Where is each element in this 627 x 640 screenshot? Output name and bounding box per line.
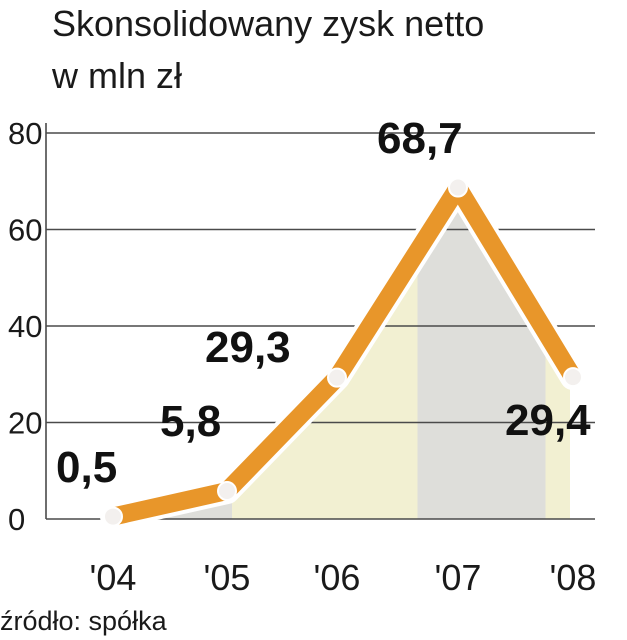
y-tick-0: 0 (8, 502, 25, 537)
x-label-06: '06 (314, 557, 361, 598)
marker-04 (103, 506, 123, 527)
chart-title-line2: w mln zł (51, 55, 182, 96)
data-markers (103, 177, 583, 527)
marker-07 (448, 177, 468, 198)
data-labels: 0,5 5,8 29,3 68,7 29,4 (56, 114, 591, 492)
source-note: źródło: spółka (0, 606, 168, 636)
y-tick-40: 40 (8, 309, 42, 344)
x-label-07: '07 (435, 557, 482, 598)
y-tick-60: 60 (8, 213, 42, 248)
data-label-06: 29,3 (205, 323, 291, 372)
x-label-08: '08 (550, 557, 597, 598)
y-tick-80: 80 (8, 116, 42, 151)
marker-05 (217, 481, 237, 502)
x-axis-labels: '04 '05 '06 '07 '08 (90, 557, 597, 598)
marker-06 (327, 367, 347, 388)
y-axis-ticks: 0 20 40 60 80 (8, 116, 42, 537)
data-label-05: 5,8 (160, 397, 221, 446)
x-label-05: '05 (204, 557, 251, 598)
data-label-07: 68,7 (377, 114, 463, 163)
data-label-08: 29,4 (505, 396, 591, 445)
marker-08 (563, 367, 583, 388)
y-tick-20: 20 (8, 406, 42, 441)
band-3 (417, 187, 546, 519)
x-label-04: '04 (90, 557, 137, 598)
data-label-04: 0,5 (56, 443, 117, 492)
chart-title-line1: Skonsolidowany zysk netto (52, 3, 484, 44)
